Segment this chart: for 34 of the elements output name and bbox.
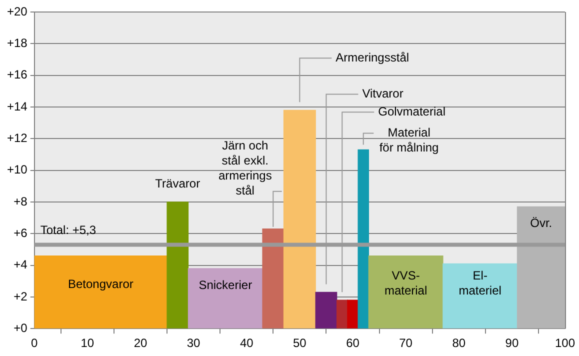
y-tick-label: +20 [6,4,28,18]
annotation: Betongvaror [68,277,134,292]
y-tick-label: +10 [6,162,28,177]
annotation: VVS- material [384,268,428,298]
y-tick-label: +4 [14,258,28,272]
annotation: Vitvaror [362,86,404,101]
annotation: El- materiel [458,268,502,298]
x-tick-label: 50 [293,336,307,350]
y-tick-label: +18 [6,36,28,50]
annotation: Armeringsstål [336,50,410,64]
ref-line-label: Total: +5,3 [40,223,96,238]
x-tick-label: 20 [134,336,148,350]
x-tick-label: 40 [240,336,254,350]
x-tick-label: 10 [80,336,94,350]
y-tick-label: +12 [6,130,28,145]
y-tick-label: +2 [14,289,28,304]
x-tick-label: 100 [554,336,576,350]
x-tick-label: 90 [505,336,519,350]
annotation: Järn och stål exkl. armerings stål [218,138,272,198]
y-tick-label: +0 [14,320,28,335]
annotation: Snickerier [198,278,252,292]
annotation: Golvmaterial [378,104,446,118]
x-tick-label: 80 [452,336,466,350]
y-tick-label: +8 [14,194,28,208]
annotation: Övr. [530,216,552,230]
annotation: Material för målning [379,126,439,155]
x-tick-label: 60 [346,336,360,350]
y-tick-label: +14 [6,99,28,114]
x-tick-label: 70 [399,336,413,350]
y-tick-label: +6 [14,226,28,240]
x-tick-label: 30 [186,336,201,350]
annotation: Trävaror [155,176,200,190]
x-tick-label: 0 [31,336,38,350]
y-tick-label: +16 [6,68,28,82]
